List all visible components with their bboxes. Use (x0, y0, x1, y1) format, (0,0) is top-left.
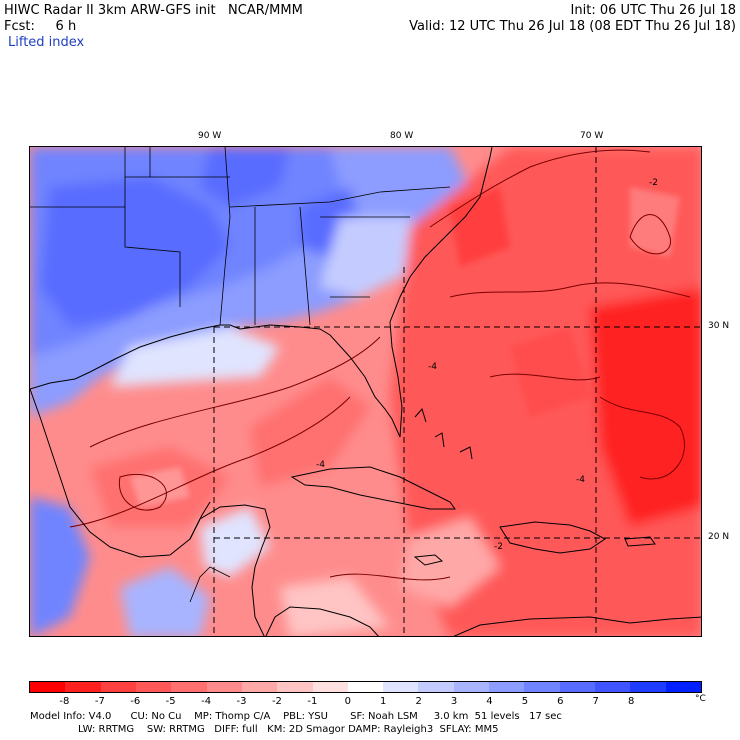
colorbar-swatch (383, 682, 419, 692)
country-border (189, 566, 231, 603)
contour-label: -2 (494, 542, 503, 552)
contour-label: -4 (576, 475, 585, 485)
state-border (299, 206, 311, 326)
colorbar-tick-label: 8 (627, 696, 635, 707)
colorbar-swatch (65, 682, 101, 692)
contour-line (599, 396, 685, 480)
field-name: Lifted index (8, 35, 85, 50)
contour-lines (69, 149, 691, 581)
colorbar-tick-label: 1 (380, 696, 387, 707)
contour-line (89, 336, 381, 448)
contour-line (118, 473, 167, 511)
colorbar-swatch (241, 682, 278, 692)
lon-label-70w: 70 W (580, 131, 604, 141)
colorbar-swatch (489, 682, 525, 692)
bahamas-outline (459, 446, 473, 460)
bahamas-outline (414, 407, 427, 423)
colorbar-swatch (418, 682, 454, 692)
colorbar-tick-label: -1 (307, 696, 318, 707)
footer-physics-info: LW: RRTMG SW: RRTMG DIFF: full KM: 2D Sm… (78, 724, 499, 735)
central-america-coastline (265, 606, 379, 636)
contour-label: -4 (428, 362, 437, 372)
colorbar-swatch (135, 682, 172, 692)
colorbar-tick-label: -4 (201, 696, 212, 707)
contour-line (69, 396, 351, 528)
lifted-index-map: -4 -4 -2 -2 -4 (30, 147, 701, 636)
south-america-coastline (453, 616, 701, 636)
colorbar-swatch (171, 682, 207, 692)
colorbar-tick-label: -5 (165, 696, 176, 707)
colorbar-swatch (206, 682, 242, 692)
header-valid-time: Valid: 12 UTC Thu 26 Jul 18 (08 EDT Thu … (409, 19, 736, 34)
colorbar-tick-label: -6 (130, 696, 141, 707)
political-borders (30, 147, 451, 603)
contour-line (449, 282, 691, 298)
yucatan-coastline (189, 504, 271, 636)
contour-line (489, 373, 601, 381)
footer-model-info: Model Info: V4.0 CU: No Cu MP: Thomp C/A… (30, 711, 562, 722)
contour-line (429, 149, 651, 228)
contour-line (329, 573, 451, 581)
header-title: HIWC Radar II 3km ARW-GFS init NCAR/MMM (4, 3, 303, 18)
colorbar-swatch (100, 682, 136, 692)
us-coastline (30, 147, 493, 438)
colorbar-swatch (30, 682, 66, 692)
hispaniola-outline (499, 521, 606, 554)
colorbar-swatch (630, 682, 666, 692)
lon-label-90w: 90 W (198, 131, 222, 141)
header-init-time: Init: 06 UTC Thu 26 Jul 18 (570, 3, 736, 18)
colorbar-swatch (595, 682, 631, 692)
jamaica-outline (413, 554, 444, 566)
colorbar-tick-label: 7 (592, 696, 599, 707)
map-panel: -4 -4 -2 -2 -4 (29, 146, 702, 637)
colorbar-swatch (559, 682, 595, 692)
state-border (124, 147, 181, 307)
colorbar-tick-label: -7 (94, 696, 105, 707)
contour-label-group: -4 -4 -2 -2 -4 (316, 178, 658, 552)
lat-label-30n: 30 N (708, 321, 730, 331)
lon-label-80w: 80 W (390, 131, 414, 141)
field-shading (30, 147, 701, 636)
colorbar-swatch (453, 682, 490, 692)
colorbar-swatch (524, 682, 560, 692)
field-texture (130, 187, 680, 507)
lat-label-20n: 20 N (708, 532, 730, 542)
colorbar-tick-label: 5 (521, 696, 529, 707)
state-border (229, 186, 451, 208)
colorbar-tick-label: -8 (59, 696, 70, 707)
contour-label: -4 (316, 460, 325, 470)
colorbar-swatch (312, 682, 348, 692)
colorbar-swatch (277, 682, 313, 692)
cuba-outline (290, 466, 456, 510)
colorbar-tick-label: 3 (450, 696, 458, 707)
colorbar-swatch (665, 682, 701, 692)
puerto-rico-outline (624, 536, 656, 547)
coastlines (30, 147, 701, 636)
contour-line (629, 214, 671, 255)
contour-label: -2 (649, 178, 658, 188)
colorbar-unit: °C (695, 694, 706, 704)
header-forecast-hour: Fcst: 6 h (4, 19, 77, 34)
state-border (219, 147, 231, 326)
colorbar (29, 681, 702, 693)
bahamas-outline (434, 432, 445, 448)
colorbar-swatch (347, 682, 384, 692)
colorbar-tick-label: 4 (486, 696, 493, 707)
colorbar-tick-label: 6 (557, 696, 564, 707)
colorbar-tick-label: 0 (344, 696, 351, 707)
colorbar-tick-label: 2 (415, 696, 422, 707)
colorbar-tick-label: -3 (236, 696, 247, 707)
colorbar-tick-label: -2 (271, 696, 282, 707)
